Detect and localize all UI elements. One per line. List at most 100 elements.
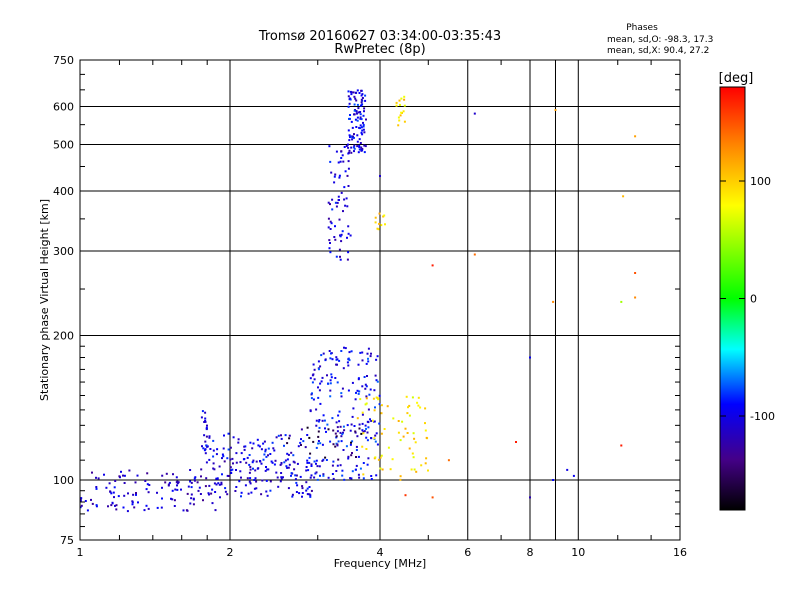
data-point bbox=[336, 201, 339, 204]
data-point bbox=[286, 458, 289, 461]
data-point bbox=[347, 357, 350, 360]
data-point bbox=[362, 473, 365, 476]
data-point bbox=[291, 493, 294, 496]
data-point bbox=[203, 421, 206, 423]
data-point bbox=[349, 477, 352, 480]
data-point bbox=[401, 420, 404, 423]
data-point bbox=[399, 475, 402, 478]
data-point bbox=[285, 465, 288, 468]
data-point bbox=[322, 414, 325, 417]
data-point bbox=[351, 470, 354, 473]
data-point bbox=[355, 126, 358, 128]
data-point bbox=[190, 486, 193, 489]
data-point bbox=[398, 119, 401, 122]
data-point bbox=[218, 483, 221, 486]
data-point bbox=[424, 429, 427, 432]
data-point bbox=[324, 358, 327, 361]
data-point bbox=[279, 463, 282, 466]
data-point bbox=[161, 474, 164, 477]
data-point bbox=[404, 494, 407, 497]
data-point bbox=[344, 170, 347, 173]
data-point bbox=[160, 506, 163, 509]
data-point bbox=[307, 469, 310, 472]
data-point bbox=[361, 149, 364, 152]
data-point bbox=[338, 359, 341, 362]
data-point bbox=[205, 477, 208, 480]
data-point bbox=[335, 205, 338, 208]
data-point bbox=[335, 356, 338, 359]
data-point bbox=[275, 436, 278, 439]
data-point bbox=[340, 233, 343, 236]
data-point bbox=[335, 470, 338, 472]
data-point bbox=[103, 473, 105, 476]
data-point bbox=[287, 453, 290, 456]
data-point bbox=[320, 380, 323, 383]
data-point bbox=[353, 103, 356, 106]
data-point bbox=[229, 466, 232, 469]
data-point bbox=[280, 472, 283, 474]
data-point bbox=[319, 474, 321, 477]
data-point bbox=[311, 381, 314, 384]
data-point bbox=[373, 437, 376, 440]
data-point bbox=[375, 474, 378, 477]
data-point bbox=[349, 136, 351, 139]
data-point bbox=[331, 198, 334, 201]
data-point bbox=[256, 438, 259, 441]
data-point bbox=[356, 435, 359, 438]
data-point bbox=[204, 417, 207, 420]
data-point bbox=[377, 398, 380, 401]
data-point bbox=[338, 248, 341, 251]
data-point bbox=[306, 434, 309, 436]
data-point bbox=[359, 113, 362, 116]
data-point bbox=[161, 486, 163, 489]
data-point bbox=[379, 456, 382, 459]
data-point bbox=[431, 264, 434, 267]
data-point bbox=[255, 480, 258, 483]
data-point bbox=[361, 351, 364, 354]
data-point bbox=[295, 491, 298, 493]
data-point bbox=[165, 472, 168, 475]
data-point bbox=[280, 437, 283, 440]
data-point bbox=[249, 441, 252, 444]
data-point bbox=[231, 457, 234, 460]
data-point bbox=[347, 167, 350, 170]
data-point bbox=[355, 464, 358, 467]
data-point bbox=[356, 103, 359, 106]
data-point bbox=[136, 474, 139, 477]
data-point bbox=[357, 111, 360, 114]
data-point bbox=[279, 480, 282, 483]
data-point bbox=[315, 459, 318, 462]
data-point bbox=[327, 201, 330, 204]
data-point bbox=[122, 506, 125, 509]
data-point bbox=[248, 480, 251, 483]
data-point bbox=[353, 144, 356, 147]
data-point bbox=[252, 459, 255, 462]
data-point bbox=[340, 191, 343, 194]
data-point bbox=[203, 434, 206, 437]
data-point bbox=[260, 493, 263, 496]
data-point bbox=[318, 426, 321, 429]
data-point bbox=[312, 363, 315, 366]
data-point bbox=[340, 240, 343, 243]
data-point bbox=[238, 480, 241, 483]
data-point bbox=[374, 216, 377, 219]
data-point bbox=[336, 381, 339, 384]
data-point bbox=[368, 393, 371, 396]
data-point bbox=[329, 160, 332, 163]
data-point bbox=[176, 480, 179, 483]
data-point bbox=[337, 458, 340, 461]
data-point bbox=[148, 484, 151, 486]
data-point bbox=[317, 420, 320, 423]
data-point bbox=[193, 477, 196, 480]
data-point bbox=[332, 460, 335, 463]
data-point bbox=[213, 482, 216, 485]
data-point bbox=[312, 373, 315, 376]
data-point bbox=[341, 154, 344, 157]
data-point bbox=[361, 97, 364, 99]
data-point bbox=[212, 449, 215, 452]
data-point bbox=[319, 365, 322, 368]
data-point bbox=[325, 430, 327, 433]
data-point bbox=[377, 228, 380, 231]
data-point bbox=[276, 476, 279, 479]
data-point bbox=[361, 445, 364, 448]
